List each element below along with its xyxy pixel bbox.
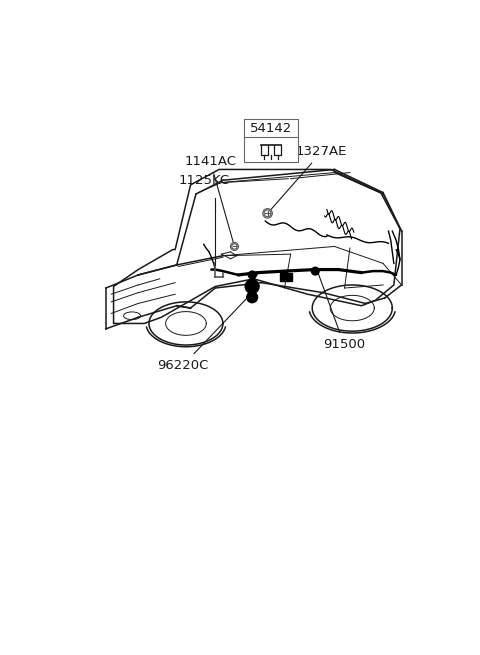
- Circle shape: [248, 281, 256, 289]
- Circle shape: [232, 244, 237, 249]
- Circle shape: [312, 267, 319, 275]
- Circle shape: [281, 271, 288, 279]
- Circle shape: [247, 292, 258, 303]
- Circle shape: [230, 242, 238, 250]
- Text: 1141AC: 1141AC: [184, 155, 236, 244]
- Bar: [244, 119, 298, 162]
- Circle shape: [245, 280, 259, 293]
- Circle shape: [264, 210, 271, 217]
- Bar: [280, 273, 292, 281]
- Text: 54142: 54142: [250, 122, 292, 135]
- Circle shape: [248, 271, 256, 279]
- Circle shape: [263, 209, 272, 218]
- Text: 1327AE: 1327AE: [269, 145, 348, 212]
- Text: 91500: 91500: [318, 272, 365, 350]
- Text: 1125KC: 1125KC: [178, 174, 229, 187]
- Text: 96220C: 96220C: [157, 295, 250, 371]
